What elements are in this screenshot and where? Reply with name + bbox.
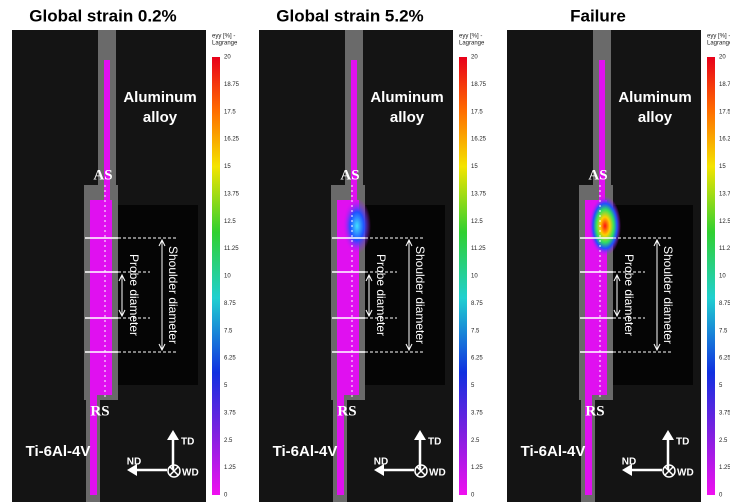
colorbar-tick-label: 2.5	[471, 438, 480, 444]
colorbar-tick-label: 12.5	[224, 219, 236, 225]
colorbar-tick-label: 18.75	[719, 82, 730, 88]
side-label: RS	[585, 403, 604, 419]
colorbar-tick-label: 1.25	[719, 465, 730, 471]
axis-label: WD	[677, 468, 694, 479]
material-label: Aluminum	[370, 89, 443, 106]
colorbar-tick-label: 3.75	[719, 410, 730, 416]
axis-label: WD	[182, 468, 199, 479]
colorbar-tick-label: 8.75	[224, 301, 236, 307]
colorbar-tick-label: 18.75	[471, 82, 487, 88]
shoulder-label: Shoulder diameter	[661, 246, 675, 344]
colorbar-tick-label: 12.5	[471, 219, 483, 225]
colorbar-tick-label: 7.5	[224, 328, 233, 334]
axis-label: TD	[676, 437, 689, 448]
colorbar-tick-label: 11.25	[719, 246, 730, 252]
axis-label: TD	[181, 437, 194, 448]
panel-title: Global strain 0.2%	[29, 6, 176, 25]
panel: Global strain 0.2% Shoulder diameter Probe…	[12, 6, 240, 502]
colorbar-tick-label: 13.75	[719, 191, 730, 197]
material-label: Aluminum	[618, 89, 691, 106]
colorbar-tick-label: 15	[224, 164, 231, 170]
side-label: RS	[90, 403, 109, 419]
colorbar-tick-label: 3.75	[471, 410, 483, 416]
colorbar-label: eyy [%] -	[707, 34, 730, 40]
colorbar-tick-label: 5	[471, 383, 475, 389]
colorbar-tick-label: 16.25	[224, 137, 240, 143]
colorbar-tick-label: 13.75	[471, 191, 487, 197]
material-label: Ti-6Al-4V	[521, 443, 586, 460]
side-label: AS	[588, 167, 607, 183]
colorbar-tick-label: 15	[719, 164, 726, 170]
shoulder-label: Shoulder diameter	[413, 246, 427, 344]
colorbar-tick-label: 13.75	[224, 191, 240, 197]
colorbar-tick-label: 0	[224, 493, 228, 499]
colorbar-tick-label: 6.25	[471, 356, 483, 362]
colorbar-tick-label: 11.25	[224, 246, 239, 252]
colorbar-tick-label: 11.25	[471, 246, 486, 252]
axis-label: WD	[429, 468, 446, 479]
colorbar-label: Lagrange	[459, 41, 485, 47]
side-label: RS	[337, 403, 356, 419]
colorbar-tick-label: 20	[224, 55, 231, 61]
shoulder-label: Shoulder diameter	[166, 246, 180, 344]
colorbar-tick-label: 16.25	[471, 137, 487, 143]
panel: Failure Shoulder diameter Probe diameter Al…	[507, 6, 730, 502]
material-label: alloy	[143, 109, 178, 126]
colorbar-tick-label: 5	[719, 383, 723, 389]
colorbar-tick-label: 0	[471, 493, 475, 499]
axis-label: ND	[374, 457, 388, 468]
colorbar-tick-label: 8.75	[471, 301, 483, 307]
side-label: AS	[93, 167, 112, 183]
material-label: Aluminum	[123, 89, 196, 106]
colorbar-tick-label: 18.75	[224, 82, 240, 88]
colorbar-tick-label: 0	[719, 493, 723, 499]
strain-hotspot	[343, 198, 371, 254]
colorbar	[707, 57, 715, 495]
probe-label: Probe diameter	[622, 254, 636, 336]
colorbar-tick-label: 2.5	[224, 438, 233, 444]
colorbar-tick-label: 16.25	[719, 137, 730, 143]
axis-label: ND	[622, 457, 636, 468]
colorbar-label: Lagrange	[707, 41, 730, 47]
axis-label: TD	[428, 437, 441, 448]
colorbar-tick-label: 8.75	[719, 301, 730, 307]
colorbar-tick-label: 6.25	[719, 356, 730, 362]
colorbar-tick-label: 7.5	[471, 328, 480, 334]
colorbar-tick-label: 6.25	[224, 356, 236, 362]
colorbar-tick-label: 7.5	[719, 328, 728, 334]
colorbar-tick-label: 2.5	[719, 438, 728, 444]
colorbar-label: eyy [%] -	[459, 34, 482, 40]
figure: Global strain 0.2% Shoulder diameter Probe…	[0, 0, 730, 502]
colorbar	[212, 57, 220, 495]
panel-title: Failure	[570, 6, 626, 25]
probe-label: Probe diameter	[127, 254, 141, 336]
panel: Global strain 5.2% Shoulder diameter Probe…	[259, 6, 487, 502]
colorbar	[459, 57, 467, 495]
side-label: AS	[340, 167, 359, 183]
colorbar-tick-label: 20	[471, 55, 478, 61]
colorbar-tick-label: 10	[471, 274, 478, 280]
probe-label: Probe diameter	[374, 254, 388, 336]
colorbar-tick-label: 15	[471, 164, 478, 170]
colorbar-tick-label: 5	[224, 383, 228, 389]
colorbar-tick-label: 10	[719, 274, 726, 280]
axis-label: ND	[127, 457, 141, 468]
colorbar-tick-label: 12.5	[719, 219, 730, 225]
strain-hotspot	[589, 196, 621, 256]
colorbar-label: Lagrange	[212, 41, 238, 47]
material-label: alloy	[390, 109, 425, 126]
colorbar-tick-label: 17.5	[719, 109, 730, 115]
colorbar-tick-label: 1.25	[471, 465, 483, 471]
material-label: Ti-6Al-4V	[26, 443, 91, 460]
colorbar-label: eyy [%] -	[212, 34, 235, 40]
material-label: Ti-6Al-4V	[273, 443, 338, 460]
material-label: alloy	[638, 109, 673, 126]
colorbar-tick-label: 20	[719, 55, 726, 61]
colorbar-tick-label: 17.5	[224, 109, 236, 115]
colorbar-tick-label: 17.5	[471, 109, 483, 115]
panel-title: Global strain 5.2%	[276, 6, 423, 25]
colorbar-tick-label: 3.75	[224, 410, 236, 416]
colorbar-tick-label: 1.25	[224, 465, 236, 471]
colorbar-tick-label: 10	[224, 274, 231, 280]
